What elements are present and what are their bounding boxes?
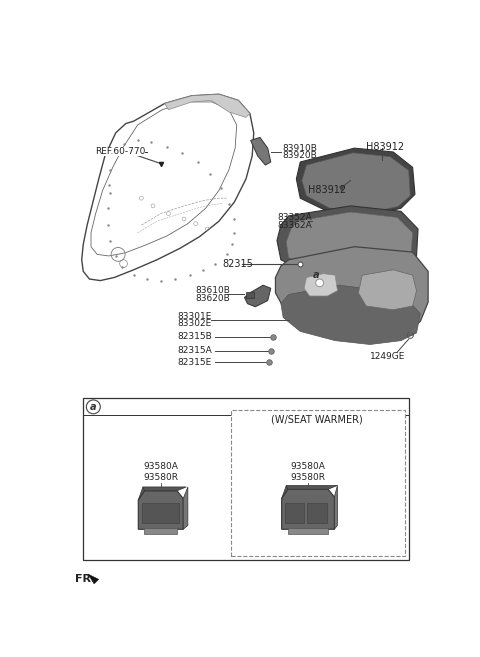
Polygon shape <box>286 486 337 489</box>
Text: a: a <box>90 402 96 412</box>
Polygon shape <box>138 491 183 530</box>
Bar <box>230 410 405 556</box>
Polygon shape <box>138 487 144 500</box>
Text: 93580A
93580R: 93580A 93580R <box>290 462 325 482</box>
Polygon shape <box>244 285 271 307</box>
Text: 1249GE: 1249GE <box>370 351 406 361</box>
Text: 82315E: 82315E <box>178 357 212 367</box>
Polygon shape <box>251 137 271 165</box>
Polygon shape <box>359 270 417 310</box>
Polygon shape <box>286 212 413 271</box>
Text: 93580A
93580R: 93580A 93580R <box>143 462 178 482</box>
Polygon shape <box>183 487 188 530</box>
Bar <box>307 503 326 523</box>
Polygon shape <box>88 574 99 584</box>
Polygon shape <box>335 486 337 530</box>
Bar <box>142 503 180 523</box>
Polygon shape <box>143 487 186 491</box>
Text: 83910B: 83910B <box>282 144 317 152</box>
Text: REF.60-770: REF.60-770 <box>95 147 145 156</box>
Text: 83301E: 83301E <box>178 311 212 321</box>
Text: H83912: H83912 <box>366 142 404 152</box>
Polygon shape <box>281 285 420 344</box>
Text: 83352A: 83352A <box>277 213 312 222</box>
Polygon shape <box>165 94 250 118</box>
Bar <box>246 292 254 298</box>
Bar <box>83 398 409 560</box>
Text: H83912: H83912 <box>308 185 346 196</box>
Polygon shape <box>296 148 415 216</box>
Circle shape <box>316 279 324 286</box>
Text: 82315: 82315 <box>223 259 253 269</box>
Polygon shape <box>282 489 335 530</box>
Polygon shape <box>302 153 410 213</box>
Text: 83610B: 83610B <box>196 286 230 295</box>
Polygon shape <box>277 206 418 275</box>
Text: FR.: FR. <box>75 574 96 584</box>
Text: (W/SEAT WARMER): (W/SEAT WARMER) <box>271 414 363 424</box>
Polygon shape <box>282 486 288 499</box>
Polygon shape <box>276 246 428 337</box>
Text: 82315B: 82315B <box>178 332 213 341</box>
Bar <box>285 503 304 523</box>
Text: 82315A: 82315A <box>178 346 213 355</box>
Bar <box>144 528 177 534</box>
Text: 83302E: 83302E <box>178 319 212 328</box>
Bar <box>288 528 328 534</box>
Text: a: a <box>312 270 319 280</box>
Text: 83620B: 83620B <box>196 294 230 303</box>
Polygon shape <box>304 274 337 296</box>
Text: 83920B: 83920B <box>282 151 317 160</box>
Text: 83362A: 83362A <box>277 221 312 230</box>
